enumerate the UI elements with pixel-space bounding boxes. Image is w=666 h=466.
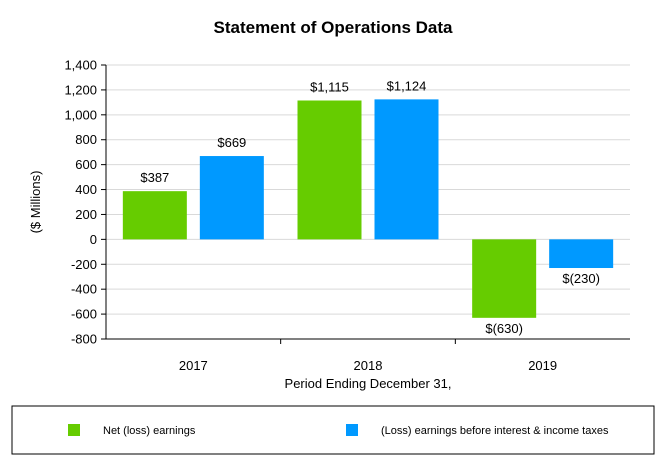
bar	[122, 191, 187, 240]
x-tick-label: 2018	[354, 358, 383, 373]
bar-value-label: $(630)	[485, 321, 523, 336]
bar	[297, 100, 362, 240]
legend-label-ebit: (Loss) earnings before interest & income…	[381, 425, 609, 437]
bar	[199, 156, 264, 240]
x-tick-label: 2017	[179, 358, 208, 373]
y-axis-label: ($ Millions)	[28, 171, 43, 234]
y-tick-label: 200	[75, 207, 97, 222]
y-axis-ticks: -800 -600 -400 -200 0 200 400 600 800 1,000 1,200 1…	[64, 58, 106, 347]
y-tick-label: 0	[90, 232, 97, 247]
bar-labels: $387 $669 $1,115 $1,124 $(630) $(230)	[140, 78, 600, 335]
legend: Net (loss) earnings (Loss) earnings befo…	[68, 424, 609, 437]
y-tick-label: 1,200	[64, 82, 97, 97]
bars	[122, 99, 614, 318]
bar-value-label: $387	[140, 170, 169, 185]
legend-box	[11, 405, 655, 455]
bar	[472, 239, 537, 318]
legend-swatch-ebit	[346, 424, 358, 436]
y-tick-label: 400	[75, 182, 97, 197]
y-tick-label: -600	[71, 307, 97, 322]
y-tick-label: 1,400	[64, 58, 97, 73]
bar-value-label: $1,115	[310, 79, 349, 94]
x-axis-label: Period Ending December 31,	[285, 376, 452, 391]
y-tick-label: 800	[75, 132, 97, 147]
bar	[549, 239, 614, 269]
legend-label-net-earnings: Net (loss) earnings	[103, 425, 196, 437]
bar-value-label: $1,124	[387, 78, 427, 93]
x-tick-label: 2019	[528, 358, 557, 373]
bar-value-label: $(230)	[562, 271, 600, 286]
y-tick-label: -800	[71, 332, 97, 347]
y-tick-label: 600	[75, 157, 97, 172]
x-axis-ticks: 2017 2018 2019	[179, 339, 557, 373]
bar-value-label: $669	[217, 135, 246, 150]
gridlines	[106, 64, 630, 340]
legend-swatch-net-earnings	[68, 424, 80, 436]
chart-title: Statement of Operations Data	[214, 18, 454, 37]
bar	[374, 99, 439, 240]
y-tick-label: -200	[71, 257, 97, 272]
y-tick-label: -400	[71, 282, 97, 297]
y-tick-label: 1,000	[64, 107, 97, 122]
